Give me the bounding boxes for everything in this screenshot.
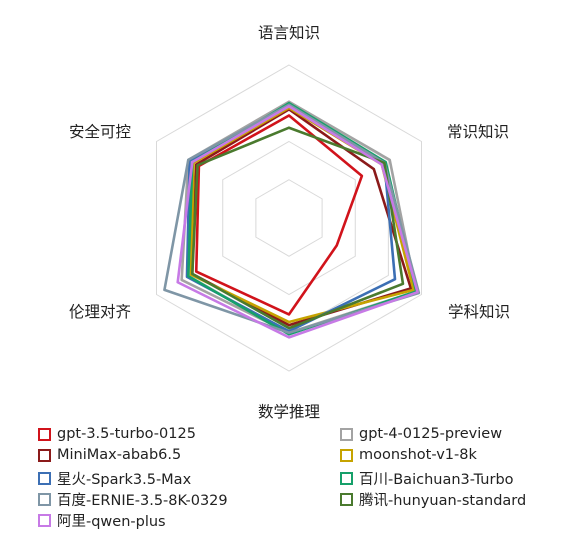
series-line-7 bbox=[190, 126, 405, 330]
grid-ring-2 bbox=[222, 140, 356, 296]
series-line-8 bbox=[176, 105, 419, 339]
axis-label-0: 语言知识 bbox=[258, 24, 320, 42]
axis-label-1: 常识知识 bbox=[447, 123, 509, 141]
axis-label-3: 数学推理 bbox=[258, 403, 320, 421]
axis-label-2: 学科知识 bbox=[448, 303, 510, 321]
axis-label-4: 伦理对齐 bbox=[69, 303, 131, 321]
grid-ring-4 bbox=[155, 64, 423, 372]
series-line-2 bbox=[190, 108, 413, 327]
axis-label-5: 安全可控 bbox=[69, 123, 131, 141]
grid-ring-1 bbox=[255, 179, 323, 257]
radar-series bbox=[163, 100, 421, 339]
